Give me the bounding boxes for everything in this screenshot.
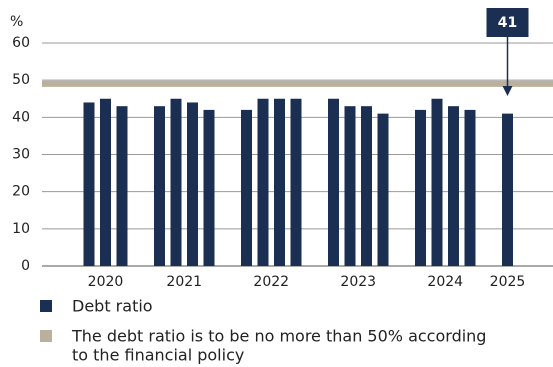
y-tick-label: 40 xyxy=(12,109,30,125)
legend-label: Debt ratio xyxy=(72,297,153,316)
bar xyxy=(415,109,426,267)
bar xyxy=(83,102,95,266)
bar xyxy=(361,106,372,266)
bar xyxy=(100,98,111,266)
legend-label: to the financial policy xyxy=(72,346,244,365)
x-tick-label: 2021 xyxy=(166,274,202,290)
y-tick-label: 0 xyxy=(21,258,30,274)
bar xyxy=(154,106,165,266)
bar xyxy=(241,109,252,267)
x-tick-label: 2023 xyxy=(340,274,376,290)
bar xyxy=(502,113,513,266)
legend-label: The debt ratio is to be no more than 50%… xyxy=(71,327,486,346)
bar xyxy=(170,98,182,266)
y-tick-label: 20 xyxy=(12,184,30,200)
annotation-box xyxy=(486,8,529,37)
bar xyxy=(377,113,389,266)
y-unit: % xyxy=(10,14,23,30)
bar xyxy=(187,102,198,266)
annotation-arrowhead xyxy=(502,86,513,96)
bar xyxy=(344,106,356,266)
x-tick-label: 2025 xyxy=(490,274,526,290)
bar xyxy=(257,98,269,266)
annotation-label: 41 xyxy=(498,15,517,31)
x-tick-label: 2022 xyxy=(253,274,289,290)
legend-swatch xyxy=(40,300,52,312)
bar xyxy=(274,98,285,266)
y-tick-label: 50 xyxy=(12,72,30,88)
y-tick-label: 60 xyxy=(12,35,30,51)
legend-swatch xyxy=(40,330,52,342)
bar xyxy=(116,106,128,266)
bar xyxy=(448,106,459,266)
x-tick-label: 2020 xyxy=(88,274,124,290)
x-tick-label: 2024 xyxy=(427,274,463,290)
y-tick-label: 10 xyxy=(12,221,30,237)
bar xyxy=(290,98,302,266)
bar xyxy=(203,109,215,267)
y-tick-label: 30 xyxy=(12,147,30,163)
bar xyxy=(328,98,339,266)
bar xyxy=(431,98,443,266)
bar xyxy=(464,109,476,267)
